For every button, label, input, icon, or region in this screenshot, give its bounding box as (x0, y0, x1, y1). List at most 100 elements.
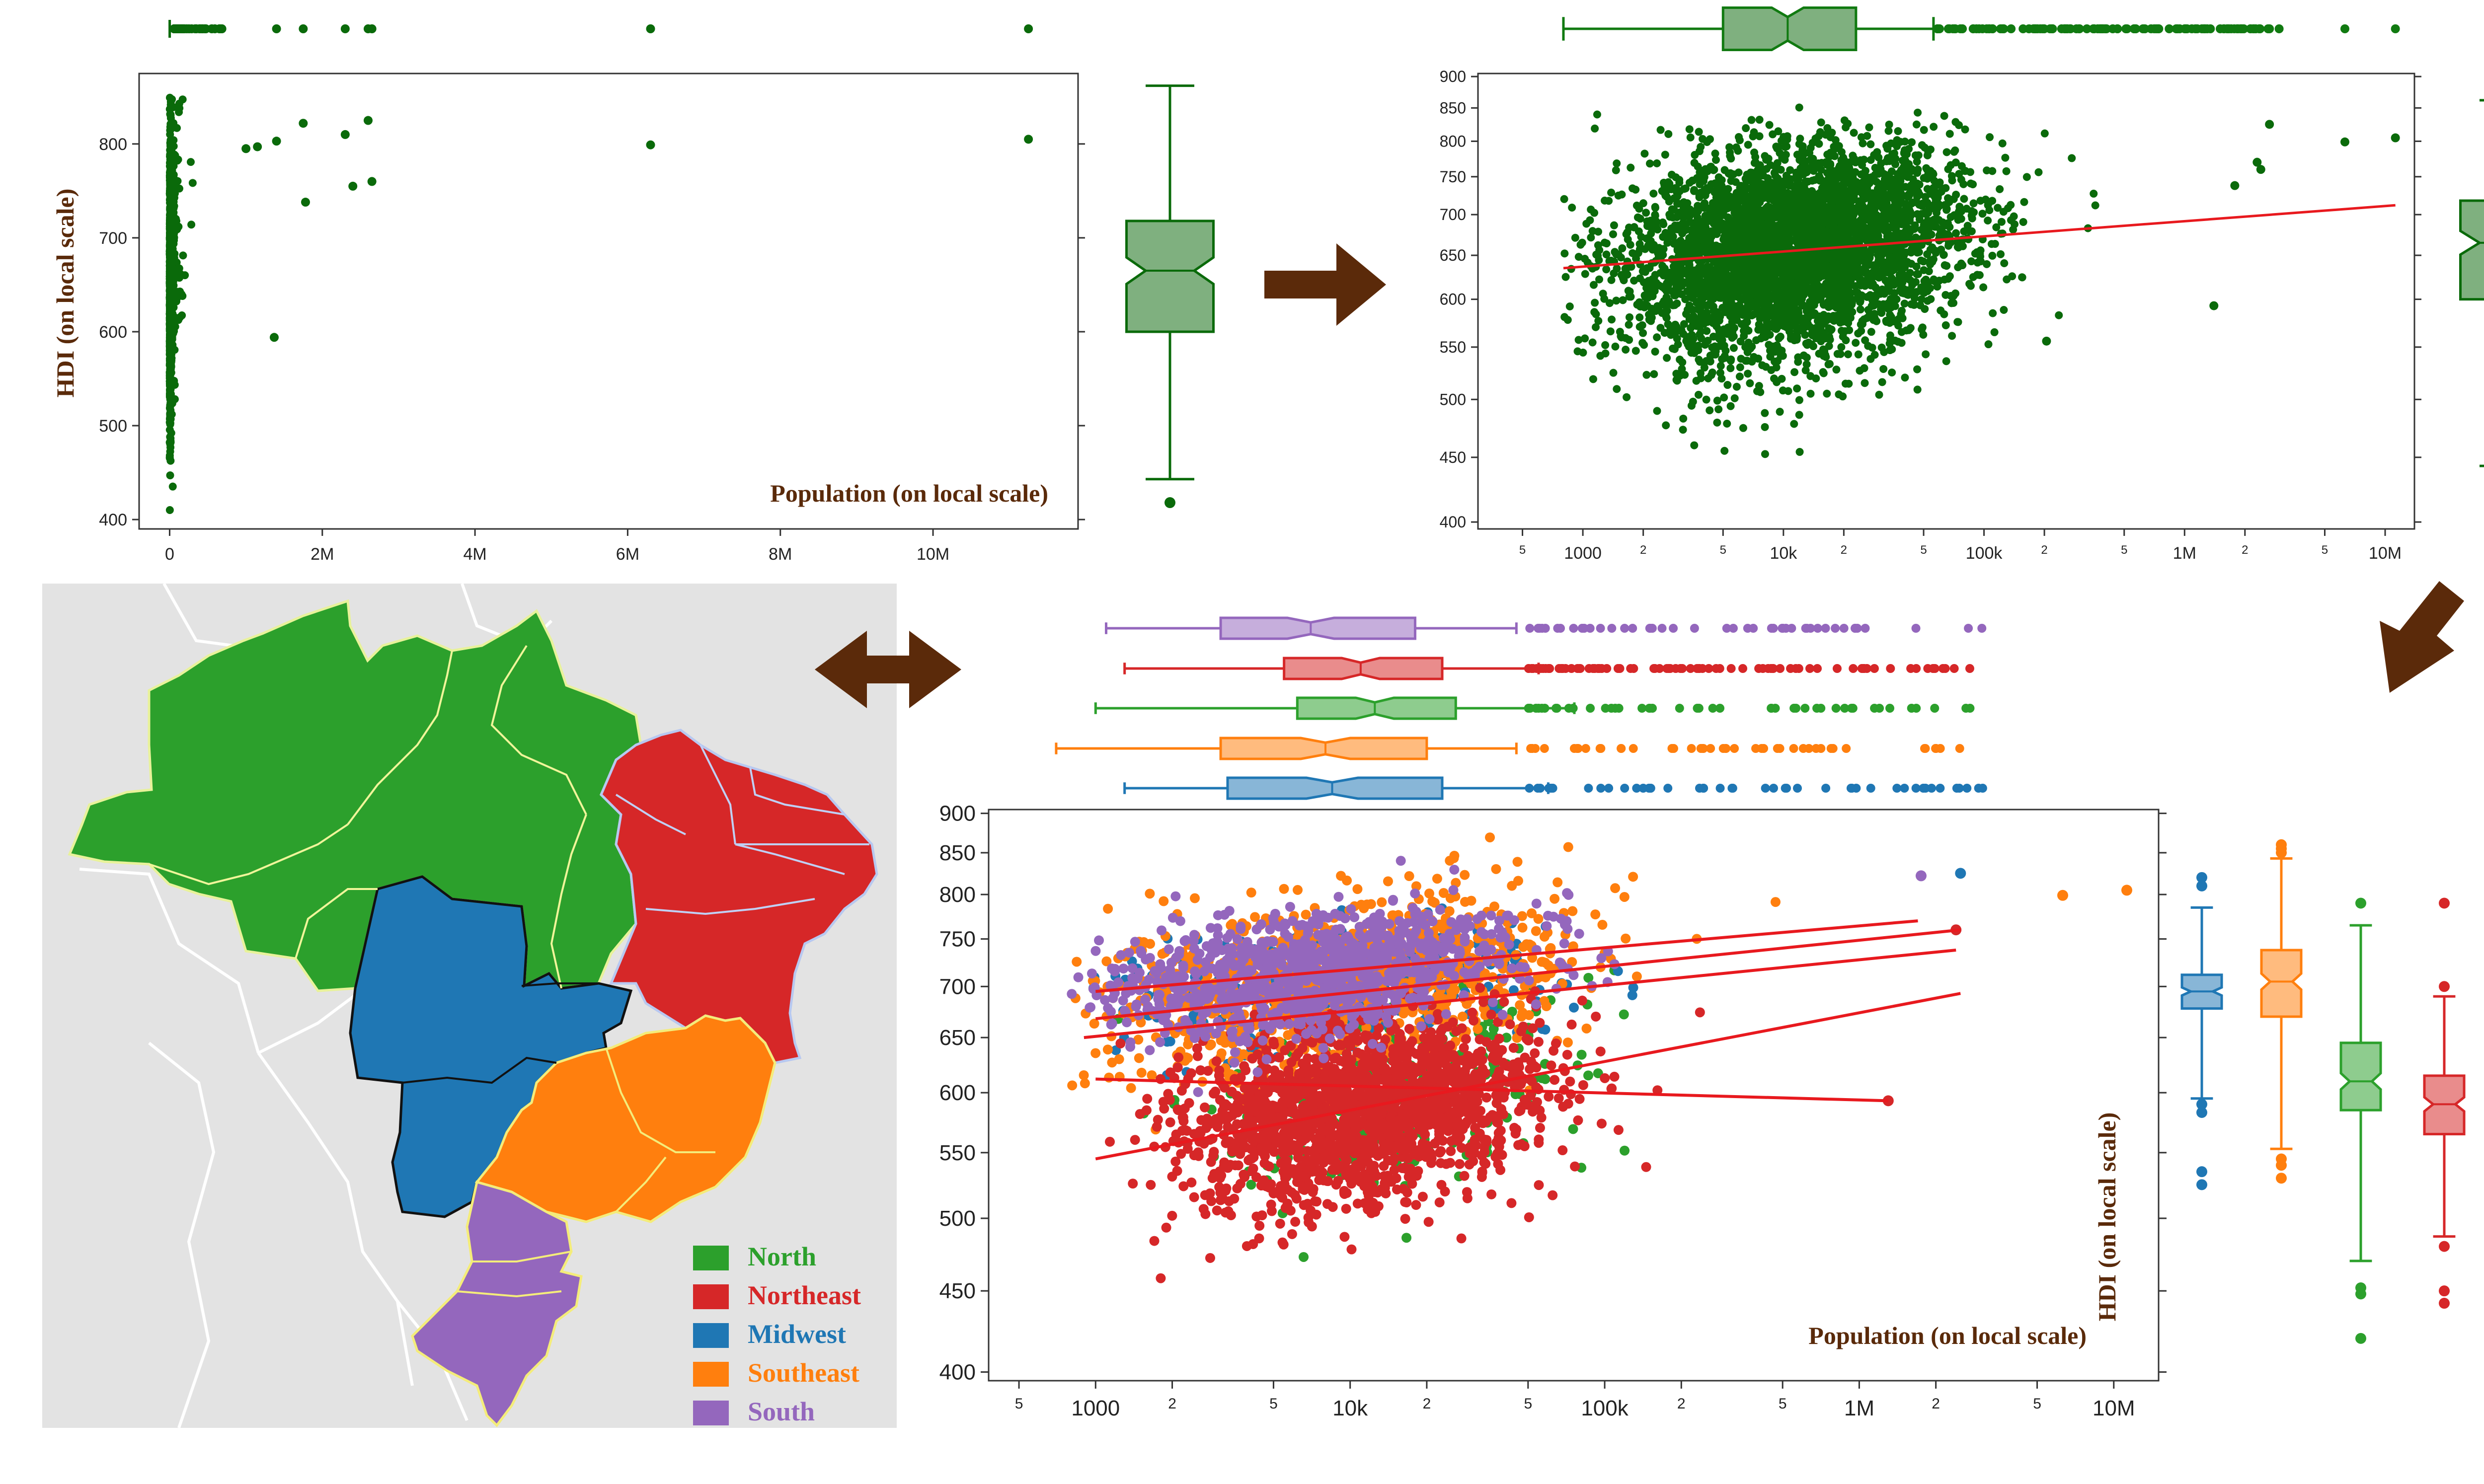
data-point (1671, 222, 1679, 229)
data-point (1704, 185, 1712, 193)
data-point (1965, 280, 1973, 288)
data-point (179, 251, 187, 259)
data-point (1562, 273, 1570, 281)
data-point (1623, 393, 1630, 401)
data-point (1679, 415, 1687, 423)
data-point (1806, 323, 1814, 331)
data-point (1779, 386, 1787, 394)
y-tick-label: 900 (1440, 68, 1466, 85)
data-point (1986, 133, 1994, 141)
y-tick-label: 700 (99, 229, 127, 248)
data-point (272, 137, 281, 146)
data-point (1568, 204, 1576, 212)
data-point (1735, 133, 1743, 141)
data-point (1920, 174, 1928, 182)
data-point (166, 280, 174, 288)
data-point (1944, 275, 1952, 283)
data-point (167, 249, 175, 257)
data-point (1596, 352, 1604, 360)
data-point (1894, 127, 1902, 135)
data-point (1946, 130, 1954, 138)
data-point (1852, 339, 1860, 347)
data-point (1927, 146, 1935, 153)
data-point (1870, 206, 1878, 214)
data-point (1841, 116, 1849, 124)
data-point (166, 236, 174, 244)
data-point (1777, 333, 1785, 341)
data-point (1746, 379, 1754, 387)
data-point (1673, 376, 1681, 384)
data-point (1640, 149, 1648, 157)
data-point (1679, 219, 1687, 227)
data-point (1942, 357, 1950, 365)
data-point (1694, 162, 1702, 170)
x-tick-label: 2 (2242, 543, 2248, 557)
data-point (1609, 230, 1617, 238)
data-point (166, 219, 174, 227)
data-point (1574, 347, 1582, 355)
data-point (1850, 129, 1858, 137)
data-point (2055, 311, 2063, 319)
data-point (1960, 195, 1968, 203)
data-point (1694, 202, 1702, 210)
x-tick-label: 1M (2173, 544, 2196, 563)
data-point (1779, 352, 1787, 360)
data-point (166, 389, 174, 397)
data-point (1589, 375, 1597, 383)
data-point (2041, 130, 2049, 138)
x-box-outlier (1024, 24, 1033, 33)
data-point (1958, 162, 1966, 170)
data-point (1627, 164, 1634, 172)
data-point (1669, 214, 1677, 222)
data-point (167, 429, 175, 437)
data-point (1988, 167, 1996, 175)
data-point (1739, 424, 1747, 432)
data-point (1736, 372, 1744, 380)
data-point (1624, 235, 1632, 243)
data-point (1857, 305, 1864, 313)
data-point (1560, 249, 1568, 257)
y-tick-label: 500 (1440, 390, 1466, 408)
data-point (364, 116, 373, 125)
x-tick-label: 2M (310, 545, 334, 564)
data-point (1653, 407, 1661, 415)
data-point (301, 198, 310, 207)
data-point (1753, 285, 1761, 293)
data-point (1888, 369, 1896, 376)
data-point (1978, 210, 1986, 218)
data-point (1689, 398, 1697, 406)
data-point (1690, 442, 1698, 449)
y-tick-label: 450 (1440, 448, 1466, 466)
data-point (1950, 211, 1958, 219)
data-point (1865, 123, 1873, 131)
data-point (1918, 141, 1926, 149)
data-point (1602, 265, 1610, 273)
data-point (1888, 167, 1896, 175)
data-point (166, 299, 174, 307)
data-point (1897, 310, 1905, 318)
data-point (1566, 302, 1574, 310)
data-point (1925, 219, 1933, 226)
data-point (348, 182, 357, 191)
data-point (166, 131, 174, 139)
data-point (1886, 189, 1894, 197)
x-box-outlier (341, 24, 350, 33)
y-tick-label: 550 (1440, 338, 1466, 356)
data-point (1761, 409, 1769, 417)
data-point (1885, 127, 1893, 135)
data-point (1941, 261, 1949, 269)
data-point (1942, 206, 1950, 214)
data-point (166, 447, 174, 455)
data-point (1763, 323, 1771, 331)
data-point (1610, 222, 1618, 229)
data-point (169, 176, 177, 184)
data-point (1988, 240, 1996, 248)
data-point (174, 155, 182, 163)
data-point (1684, 271, 1692, 279)
data-point (1855, 351, 1863, 359)
data-point (1886, 336, 1894, 344)
data-point (1632, 347, 1640, 355)
data-point (166, 111, 174, 119)
data-point (1657, 126, 1665, 134)
log-points (1560, 103, 2400, 458)
